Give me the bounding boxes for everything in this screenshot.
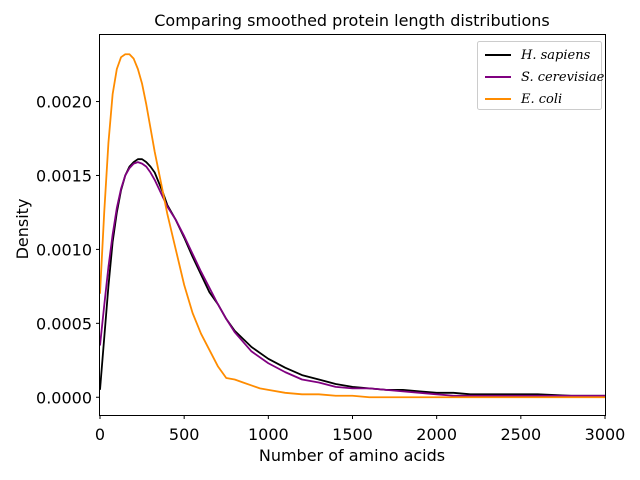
legend-box xyxy=(477,41,602,110)
y-tick-label: 0.0000 xyxy=(36,388,92,407)
series-line-1 xyxy=(99,161,605,397)
y-tick-label: 0.0010 xyxy=(36,240,92,259)
series-line-2 xyxy=(99,53,605,399)
legend-label: E. coli xyxy=(520,92,562,107)
chart-title: Comparing smoothed protein length distri… xyxy=(154,11,549,30)
x-tick-label: 500 xyxy=(169,425,200,444)
series-line-0 xyxy=(99,158,605,397)
x-axis-title: Number of amino acids xyxy=(259,446,445,465)
legend-label: S. cerevisiae xyxy=(521,70,605,85)
y-tick-label: 0.0020 xyxy=(36,93,92,112)
x-tick-label: 2500 xyxy=(500,425,541,444)
x-tick-label: 0 xyxy=(95,425,105,444)
x-tick-label: 2000 xyxy=(416,425,457,444)
y-axis-title: Density xyxy=(13,199,32,260)
x-tick-label: 1000 xyxy=(248,425,289,444)
x-tick-label: 3000 xyxy=(585,425,626,444)
y-tick-label: 0.0015 xyxy=(36,166,92,185)
y-tick-label: 0.0005 xyxy=(36,314,92,333)
x-tick-label: 1500 xyxy=(332,425,373,444)
legend: H. sapiens S. cerevisiae E. coli xyxy=(477,41,605,110)
legend-label: H. sapiens xyxy=(520,48,591,63)
